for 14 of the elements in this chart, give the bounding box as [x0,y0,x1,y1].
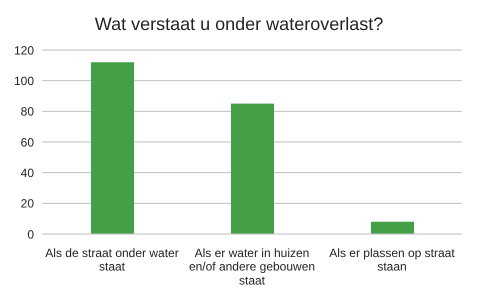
bar [91,62,134,234]
y-tick-label: 100 [14,74,34,88]
bar [231,104,274,234]
bar [371,222,414,234]
y-tick-label: 120 [14,43,34,58]
y-tick-label: 60 [20,135,34,150]
y-tick-label: 0 [27,227,34,242]
y-tick-label: 80 [20,104,34,119]
x-tick-label: Als de straat onder water staat [45,246,179,274]
x-tick-label: Als er plassen op straat staan [329,246,456,274]
y-tick-label: 20 [20,196,34,211]
y-tick-label: 40 [20,166,34,180]
chart-title: Wat verstaat u onder wateroverlast? [94,13,384,36]
x-tick-label: Als er water in huizen en/of andere gebouwen staat [188,246,316,288]
